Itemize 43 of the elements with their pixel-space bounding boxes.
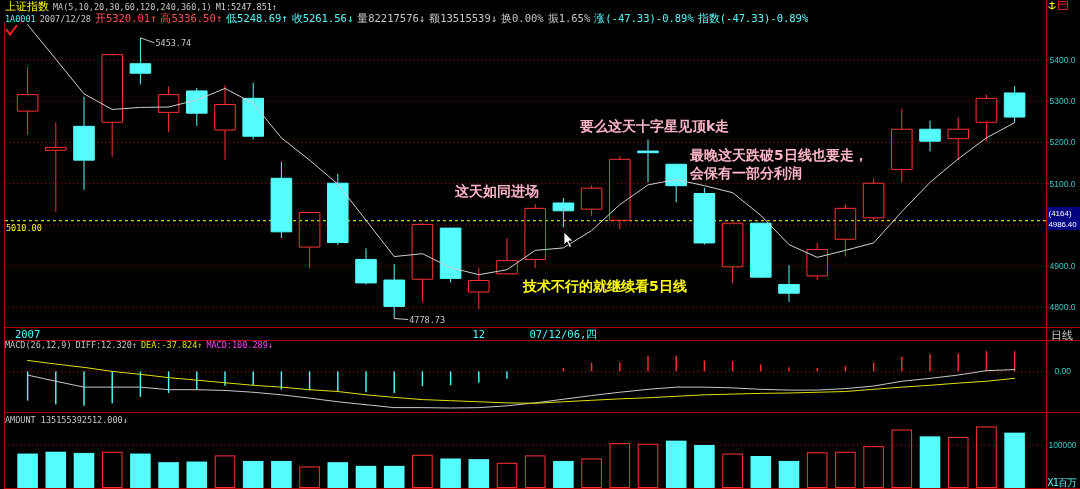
y-tick-label: 5300.0: [1049, 96, 1076, 107]
annotation: 指数(-47.33)-0.89%: [696, 11, 809, 24]
text: DIFF:12.320↑: [75, 340, 137, 350]
x-tick-label: 12: [472, 328, 486, 340]
chart-title: MACD(26,12,9): [5, 340, 72, 350]
annotation: 会保有一部分利润: [689, 165, 802, 181]
text: 100000: [1048, 439, 1077, 450]
text: X1百万: [1047, 476, 1078, 488]
annotation: 低5248.69↑: [226, 11, 288, 24]
annotation: 收5261.56↓: [291, 11, 354, 24]
annotation: 涨(-47.33)-0.89%: [594, 11, 695, 24]
x-tick-label: 2007: [14, 328, 41, 340]
annotation: 高5336.50↑: [160, 11, 223, 24]
annotation: 5453.74: [155, 38, 192, 49]
annotation: 最晚这天跌破5日线也要走，: [689, 147, 868, 163]
annotation: 额13515539↓: [429, 11, 498, 24]
annotation: 要么这天十字星见顶k走: [579, 118, 730, 134]
annotation: 振1.65%: [547, 11, 591, 24]
text: M1:5247.851↑: [215, 1, 278, 12]
y-tick-label: 5100.0: [1049, 178, 1076, 189]
y-tick-label: 5200.0: [1049, 137, 1076, 148]
annotation: 量82217576↓: [357, 11, 426, 24]
y-tick-label: 5400.0: [1049, 55, 1076, 66]
text: MACD:100.289↓: [206, 340, 273, 350]
legend-title: MA(5,10,20,30,60,120,240,360,1): [53, 1, 212, 12]
text: (4164): [1048, 209, 1072, 218]
annotation: 这天如同进场: [454, 183, 539, 199]
chart-title: 上证指数: [5, 0, 49, 12]
chart-title: AMOUNT 135155392512.000↓: [5, 415, 128, 425]
ref-line-label: 0.00: [1054, 366, 1072, 377]
ref-line-label: 5010.00: [6, 222, 42, 233]
x-tick-label: 07/12/06,四: [529, 328, 598, 340]
y-tick-label: 4800.0: [1049, 302, 1076, 313]
annotation: 开5320.01↑: [94, 11, 157, 24]
annotation: 2007/12/28: [39, 13, 91, 24]
text: 日线: [1051, 328, 1073, 341]
annotation: 4778.73: [409, 314, 446, 325]
annotation: 换0.00%: [501, 11, 545, 24]
text: 4986.40: [1048, 220, 1078, 229]
y-tick-label: 4900.0: [1049, 261, 1076, 272]
annotation: 技术不行的就继续看5日线: [522, 278, 687, 294]
annotation: 1A0001: [5, 13, 36, 24]
text: DEA:-37.824↑: [140, 340, 203, 350]
